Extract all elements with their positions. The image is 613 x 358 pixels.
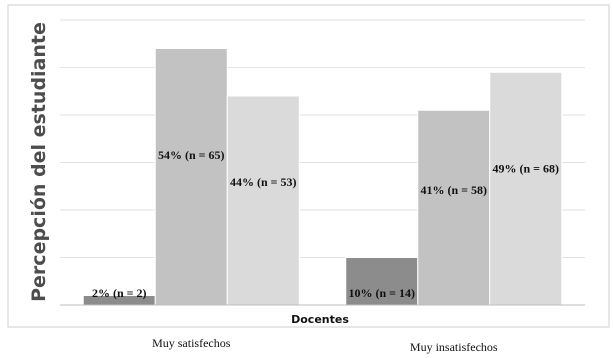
bar [226,95,300,306]
bar [417,109,491,306]
data-label: 54% (n = 65) [158,148,225,162]
category-label: Muy insatisfechos [410,340,498,354]
x-axis-label: Docentes [291,313,349,326]
bar [154,48,228,306]
data-label: 2% (n = 2) [92,286,147,300]
category-labels: Muy satisfechos Muy insatisfechos [152,336,498,354]
data-label: 49% (n = 68) [492,161,559,175]
data-label: 41% (n = 58) [420,183,487,197]
data-labels: 2% (n = 2) 54% (n = 65) 44% (n = 53) 10% (n… [92,148,559,300]
data-label: 44% (n = 53) [230,175,297,189]
bar [345,257,419,306]
bars [82,48,563,306]
bar [489,71,563,306]
category-label: Muy satisfechos [152,336,231,350]
y-axis-label: Percepción del estudiante [28,22,50,302]
data-label: 10% (n = 14) [348,286,415,300]
